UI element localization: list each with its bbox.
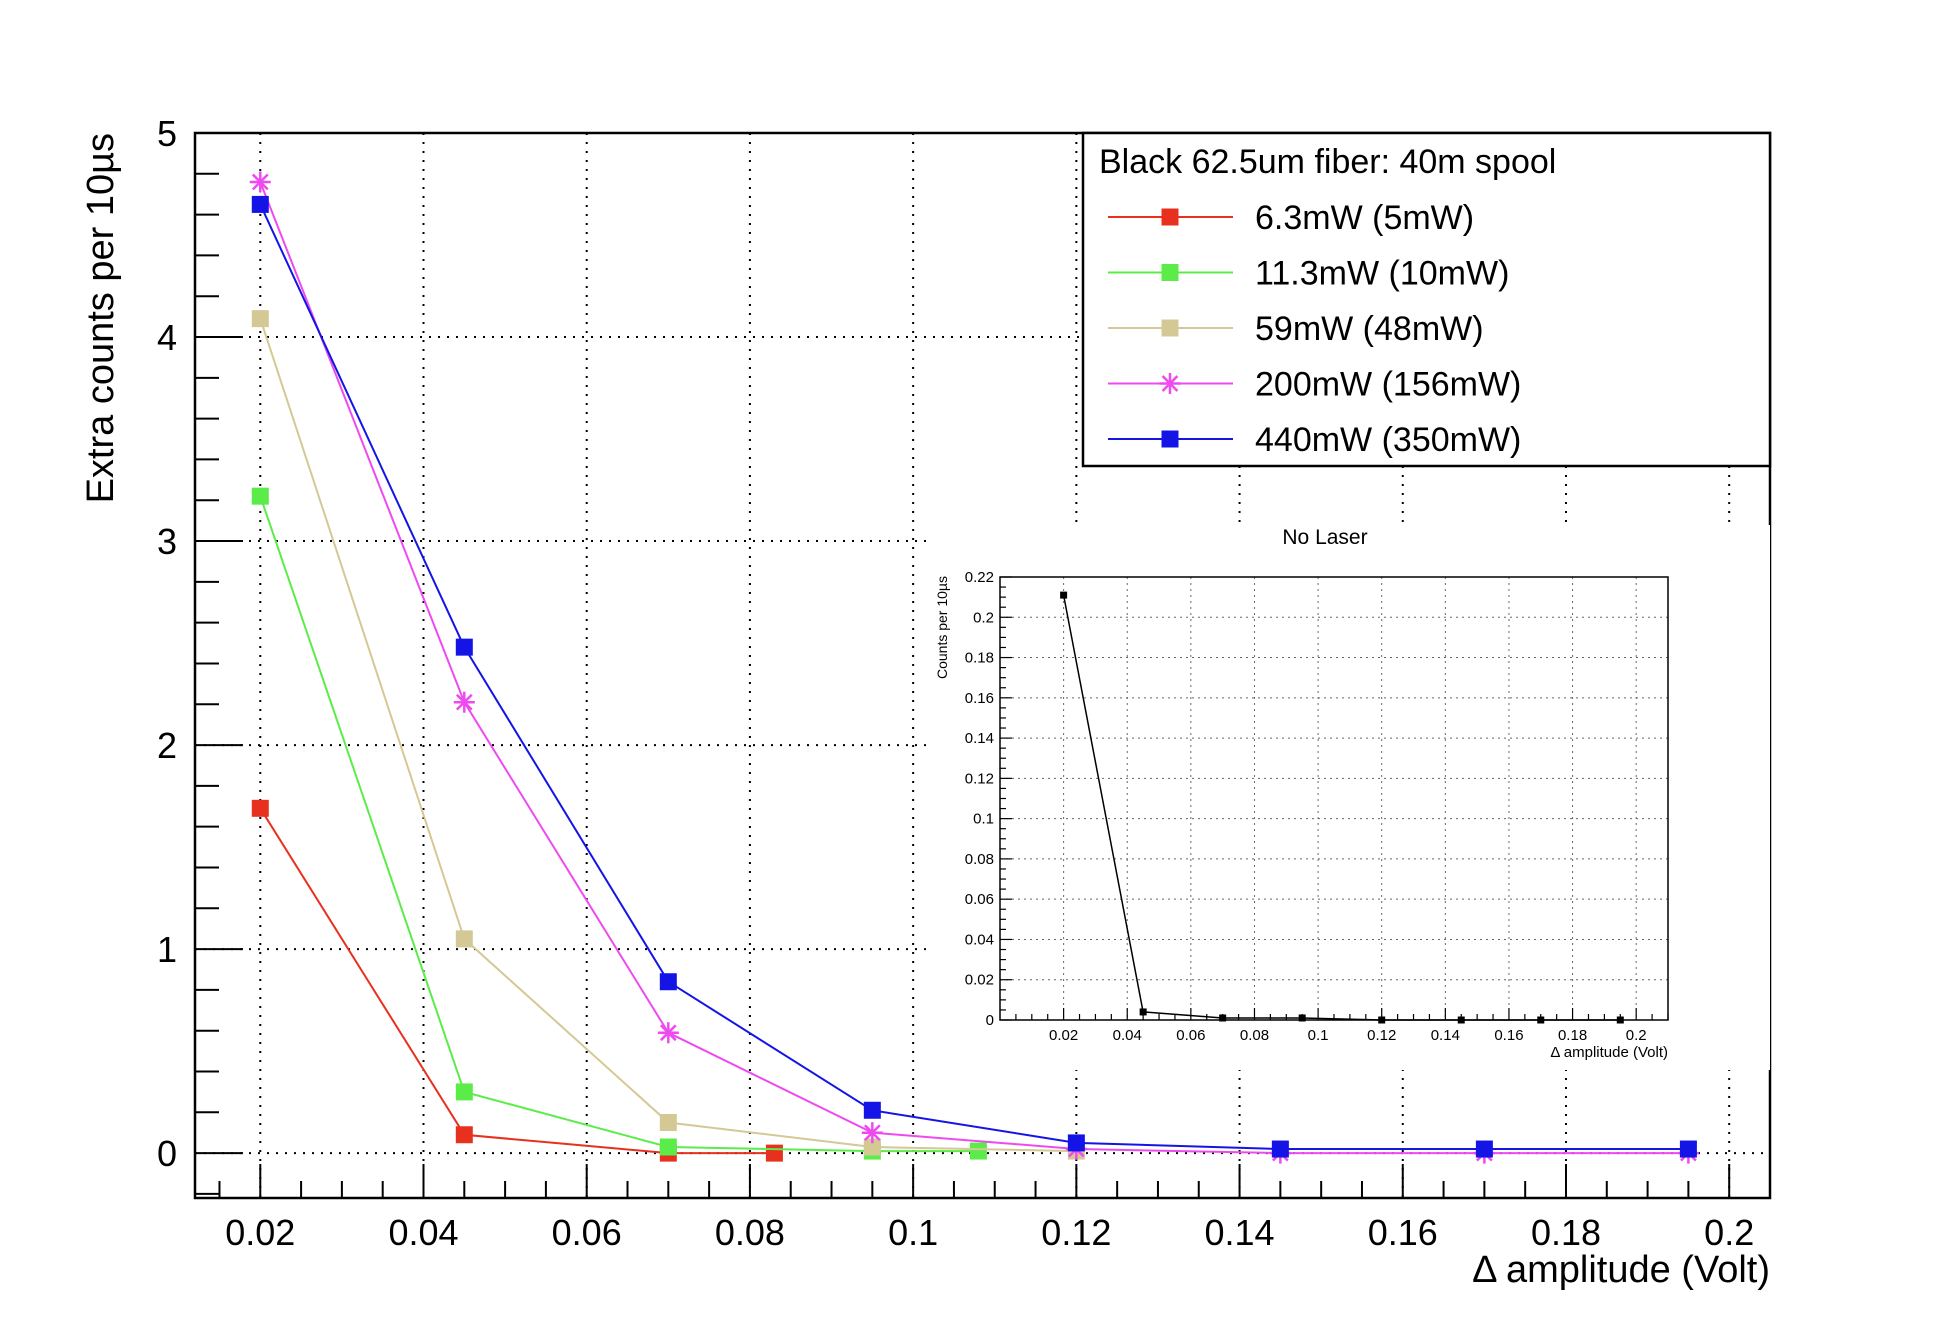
main-series-4-point-7 <box>1679 1140 1697 1158</box>
main-y-tick-label-5: 5 <box>157 113 177 154</box>
inset-x-tick-label-4: 0.1 <box>1308 1027 1329 1044</box>
main-x-tick-label-0: 0.02 <box>225 1212 295 1253</box>
inset-series-point-0 <box>1060 591 1068 599</box>
main-series-3-point-3 <box>861 1122 883 1144</box>
inset-y-tick-label-7: 0.14 <box>965 730 994 747</box>
legend-label-3: 200mW (156mW) <box>1255 366 1521 404</box>
legend-label-1: 11.3mW (10mW) <box>1255 255 1509 293</box>
main-x-tick-label-6: 0.14 <box>1205 1212 1275 1253</box>
main-x-tick-label-8: 0.18 <box>1531 1212 1601 1253</box>
inset-x-tick-label-9: 0.2 <box>1626 1027 1647 1044</box>
inset-x-tick-label-3: 0.08 <box>1240 1027 1269 1044</box>
main-x-ticks <box>218 1164 1771 1198</box>
inset-x-tick-label-1: 0.04 <box>1113 1027 1142 1044</box>
main-y-tick-label-4: 4 <box>157 317 177 358</box>
inset-y-tick-label-5: 0.1 <box>973 811 994 828</box>
inset-y-ticks <box>1000 576 1012 1021</box>
main-series-3-point-1 <box>453 691 475 713</box>
inset-y-tick-label-8: 0.16 <box>965 690 994 707</box>
main-series-1 <box>251 487 987 1160</box>
main-y-tick-label-1: 1 <box>157 929 177 970</box>
inset-series-point-1 <box>1139 1008 1147 1016</box>
inset-x-axis-label: Δ amplitude (Volt) <box>1550 1044 1668 1061</box>
inset-y-axis-label: Counts per 10µs <box>934 576 950 679</box>
main-series-1-point-1 <box>455 1083 473 1101</box>
main-series-4 <box>251 195 1697 1158</box>
main-series-0-point-0 <box>251 799 269 817</box>
legend-box <box>1081 131 1772 468</box>
main-series-2 <box>251 310 1085 1160</box>
main-series-4-point-1 <box>455 638 473 656</box>
inset-y-tick-label-4: 0.08 <box>965 851 994 868</box>
main-y-axis-label: Extra counts per 10µs <box>80 133 122 503</box>
main-x-tick-label-4: 0.1 <box>888 1212 938 1253</box>
legend-title: Black 62.5um fiber: 40m spool <box>1099 143 1556 181</box>
inset-x-tick-label-2: 0.06 <box>1176 1027 1205 1044</box>
main-y-tick-label-0: 0 <box>157 1133 177 1174</box>
main-series-3-point-0 <box>249 171 271 193</box>
legend-swatch-marker-0 <box>1161 208 1179 226</box>
main-x-tick-label-1: 0.04 <box>388 1212 458 1253</box>
main-series-1-point-0 <box>251 487 269 505</box>
legend-label-2: 59mW (48mW) <box>1255 310 1484 348</box>
legend-swatch-marker-2 <box>1161 319 1179 337</box>
inset-background <box>930 525 1770 1070</box>
main-series-3-point-2 <box>657 1022 679 1044</box>
inset-y-tick-label-2: 0.04 <box>965 931 994 948</box>
main-series-0-line <box>259 807 775 1155</box>
inset-title: No Laser <box>1282 526 1367 549</box>
inset-x-tick-label-0: 0.02 <box>1049 1027 1078 1044</box>
main-x-tick-label-7: 0.16 <box>1368 1212 1438 1253</box>
inset-x-tick-label-7: 0.16 <box>1494 1027 1523 1044</box>
inset-y-tick-label-1: 0.02 <box>965 972 994 989</box>
inset-y-tick-label-3: 0.06 <box>965 891 994 908</box>
legend-label-0: 6.3mW (5mW) <box>1255 199 1474 237</box>
main-series-3-line <box>259 181 1689 1155</box>
main-series-2-point-3 <box>863 1138 881 1156</box>
main-series-4-point-6 <box>1475 1140 1493 1158</box>
inset-chart: 0.02 0.04 0.06 0.08 0.1 0.12 0.14 0.16 0.18 0.2 0 0… <box>930 525 1770 1070</box>
main-series-0-point-1 <box>455 1126 473 1144</box>
inset-y-tick-label-6: 0.12 <box>965 770 994 787</box>
legend-swatch-marker-1 <box>1161 264 1179 281</box>
main-series-4-point-5 <box>1271 1140 1289 1158</box>
inset-y-tick-label-11: 0.22 <box>965 569 994 586</box>
inset-y-tick-label-10: 0.2 <box>973 609 994 626</box>
inset-y-tick-label-0: 0 <box>986 1012 994 1029</box>
main-y-ticks <box>195 132 243 1195</box>
main-series-1-line <box>259 495 979 1153</box>
inset-x-ticks <box>1015 1008 1669 1020</box>
main-x-axis-label: Δ amplitude (Volt) <box>1472 1249 1770 1291</box>
main-series-0-point-3 <box>765 1144 783 1162</box>
main-series-4-point-3 <box>863 1101 881 1119</box>
inset-x-tick-label-5: 0.12 <box>1367 1027 1396 1044</box>
main-series-4-point-2 <box>659 973 677 991</box>
main-x-tick-label-9: 0.2 <box>1704 1212 1754 1253</box>
main-series-4-point-4 <box>1067 1134 1085 1152</box>
main-series-2-point-2 <box>659 1114 677 1132</box>
main-x-tick-label-5: 0.12 <box>1041 1212 1111 1253</box>
main-series-1-point-2 <box>659 1138 677 1156</box>
inset-x-tick-label-6: 0.14 <box>1431 1027 1460 1044</box>
legend: Black 62.5um fiber: 40m spool 6.3mW (5mW)… <box>1081 131 1772 468</box>
main-series-4-point-0 <box>251 195 269 213</box>
inset-x-tick-label-8: 0.18 <box>1558 1027 1587 1044</box>
main-y-tick-label-3: 3 <box>157 521 177 562</box>
main-x-tick-label-3: 0.08 <box>715 1212 785 1253</box>
main-series-1-point-4 <box>969 1142 987 1160</box>
main-series-2-point-0 <box>251 310 269 328</box>
legend-swatch-marker-4 <box>1161 430 1179 448</box>
legend-swatch-marker-3 <box>1159 372 1181 395</box>
legend-label-4: 440mW (350mW) <box>1255 421 1521 459</box>
main-x-tick-label-2: 0.06 <box>552 1212 622 1253</box>
main-series-4-line <box>259 203 1689 1150</box>
main-y-tick-label-2: 2 <box>157 725 177 766</box>
main-series-2-point-1 <box>455 930 473 948</box>
inset-grid <box>1000 576 1668 1021</box>
main-series-0 <box>251 799 783 1162</box>
inset-y-tick-label-9: 0.18 <box>965 650 994 667</box>
